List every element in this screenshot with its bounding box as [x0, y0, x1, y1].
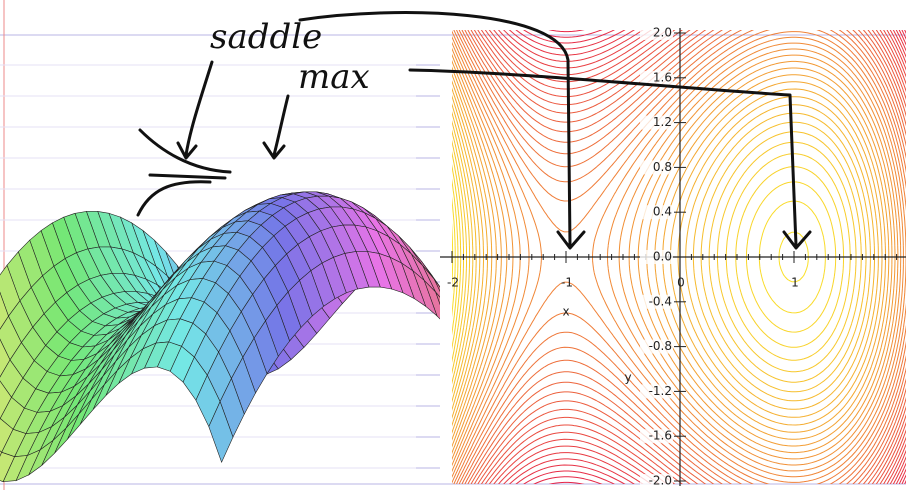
y-tick-label: 0.4	[653, 205, 672, 219]
y-tick-label: -2.0	[649, 474, 672, 488]
page: x y -2 -1 0 1 2.0 1.6 1.2 0.8 0.4 0.0 -0.4 -0.8 -1.2…	[0, 0, 906, 490]
notes-canvas: x y -2 -1 0 1 2.0 1.6 1.2 0.8 0.4 0.0 -0.4 -0.8 -1.2…	[0, 0, 906, 490]
y-axis-label: y	[624, 371, 631, 385]
y-tick-label: 0.8	[653, 160, 672, 174]
contour-line	[470, 22, 906, 490]
y-tick-label: 2.0	[653, 26, 672, 40]
x-tick-label: -1	[561, 276, 573, 290]
scribble	[138, 130, 230, 215]
saddle-pointer	[178, 62, 212, 158]
contour-line	[473, 22, 906, 490]
x-axis-label: x	[562, 305, 569, 319]
max-note: max	[298, 57, 370, 97]
contour-line	[443, 22, 904, 490]
saddle-note: saddle	[210, 17, 322, 57]
surface-patch	[447, 305, 471, 356]
y-tick-label: 1.2	[653, 115, 672, 129]
y-tick-label: -0.4	[649, 294, 672, 308]
x-tick-label: 0	[677, 276, 685, 290]
surface-3d	[0, 192, 471, 482]
y-tick-label: -1.2	[649, 384, 672, 398]
y-tick-label: 1.6	[653, 70, 672, 84]
y-tick-label: -1.6	[649, 429, 672, 443]
y-tick-label: 0.0	[653, 250, 672, 264]
y-tick-label: -0.8	[649, 339, 672, 353]
contour-line	[483, 22, 906, 490]
x-tick-label: -2	[447, 276, 459, 290]
x-tick-label: 1	[791, 276, 799, 290]
contour-plot	[441, 22, 906, 490]
contour-line	[501, 22, 906, 490]
